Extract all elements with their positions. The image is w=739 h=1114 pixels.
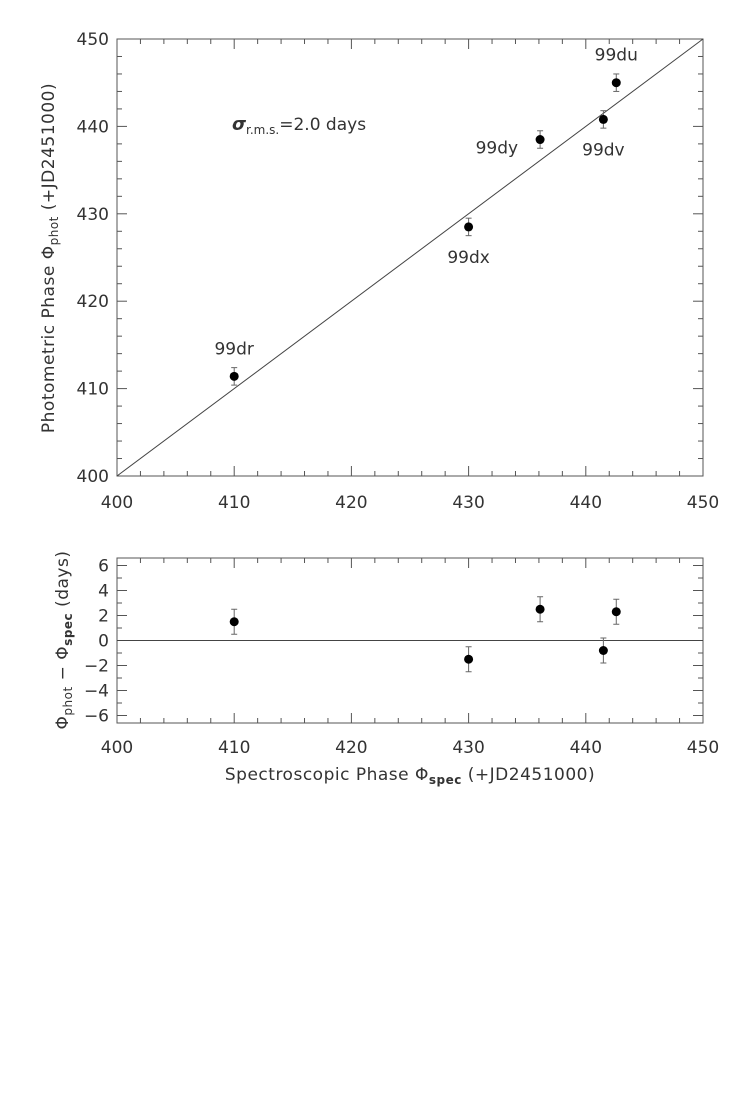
main-point-label: 99dx [447,248,489,268]
main-data-point [535,135,545,145]
res-x-tick-label: 400 [101,738,133,758]
residual-y-axis-title: Φphot − Φspec (days) [53,551,75,730]
res-data-point [598,646,608,655]
res-ylabel-sub1: phot [61,686,75,715]
main-ylabel-sym: Φ [39,245,59,259]
main-point-label: 99du [595,46,638,66]
res-y-tick-label: −6 [84,707,109,727]
res-x-tick-label: 410 [218,738,250,758]
sigma-subscript: r.m.s. [246,123,279,137]
main-y-tick-label: 440 [77,117,109,137]
res-data-point [229,617,239,627]
main-data-point [229,371,239,381]
res-xlabel-main: Spectroscopic Phase [225,765,415,785]
main-x-tick-label: 410 [218,493,250,513]
sigma-value: =2.0 days [279,115,366,135]
main-points: 99dr 99dx 99dy 99dv 99du [214,46,638,386]
res-x-tick-label: 420 [335,738,367,758]
main-ticks: 400 410 420 430 440 450 400 410 420 430 440 450 [77,30,720,513]
main-data-point [598,114,608,124]
main-ylabel-sub: phot [47,216,61,245]
main-data-point [464,222,474,232]
res-y-tick-label: 6 [98,557,109,577]
res-data-point [611,607,621,617]
res-ylabel-mid: − [53,660,73,687]
main-x-tick-label: 400 [101,493,133,513]
res-ylabel-sym2: Φ [53,646,73,660]
res-x-tick-label: 430 [452,738,484,758]
main-y-tick-label: 430 [77,205,109,225]
res-ylabel-tail: (days) [53,551,73,613]
main-y-tick-label: 410 [77,380,109,400]
res-ylabel-sub2: spec [61,613,75,646]
res-xlabel-tail: (+JD2451000) [462,765,595,785]
main-y-tick-label: 450 [77,30,109,50]
main-x-tick-label: 430 [452,493,484,513]
res-x-tick-label: 450 [687,738,719,758]
main-point-label: 99dr [214,339,253,359]
res-y-tick-label: 2 [98,607,109,627]
res-y-tick-label: 4 [98,582,109,602]
res-data-point [464,654,474,664]
main-point-label: 99dy [476,139,518,159]
res-y-tick-label: −2 [84,657,109,677]
res-y-tick-label: 0 [98,632,109,652]
main-ylabel-main: Photometric Phase [39,259,59,433]
res-ylabel-sym1: Φ [53,716,73,730]
res-xlabel-sub: spec [429,773,462,787]
sigma-annotation: σr.m.s.=2.0 days [232,114,366,137]
res-xlabel-sym: Φ [415,765,429,785]
main-y-tick-label: 400 [77,467,109,487]
main-fit-line [116,38,704,477]
res-x-tick-label: 440 [570,738,602,758]
main-y-axis-title: Photometric Phase Φphot (+JD2451000) [39,83,61,433]
main-ylabel-tail: (+JD2451000) [39,83,59,216]
main-panel: 400 410 420 430 440 450 400 410 420 430 440 450 99d… [39,30,719,513]
res-data-point [535,604,545,614]
main-x-tick-label: 440 [570,493,602,513]
main-data-point [611,78,621,88]
residual-points [229,596,621,673]
main-point-label: 99dv [582,140,624,160]
main-x-tick-label: 420 [335,493,367,513]
main-fit-line-group [116,38,704,477]
main-plot-frame [116,38,704,477]
res-y-tick-label: −4 [84,682,109,702]
main-y-tick-label: 420 [77,292,109,312]
main-x-tick-label: 450 [687,493,719,513]
residual-x-axis-title: Spectroscopic Phase Φspec (+JD2451000) [225,765,595,787]
sigma-symbol: σ [232,114,247,135]
